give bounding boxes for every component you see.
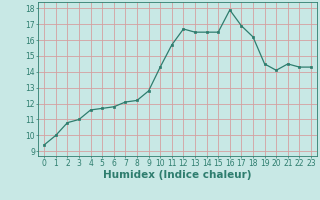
X-axis label: Humidex (Indice chaleur): Humidex (Indice chaleur) (103, 170, 252, 180)
